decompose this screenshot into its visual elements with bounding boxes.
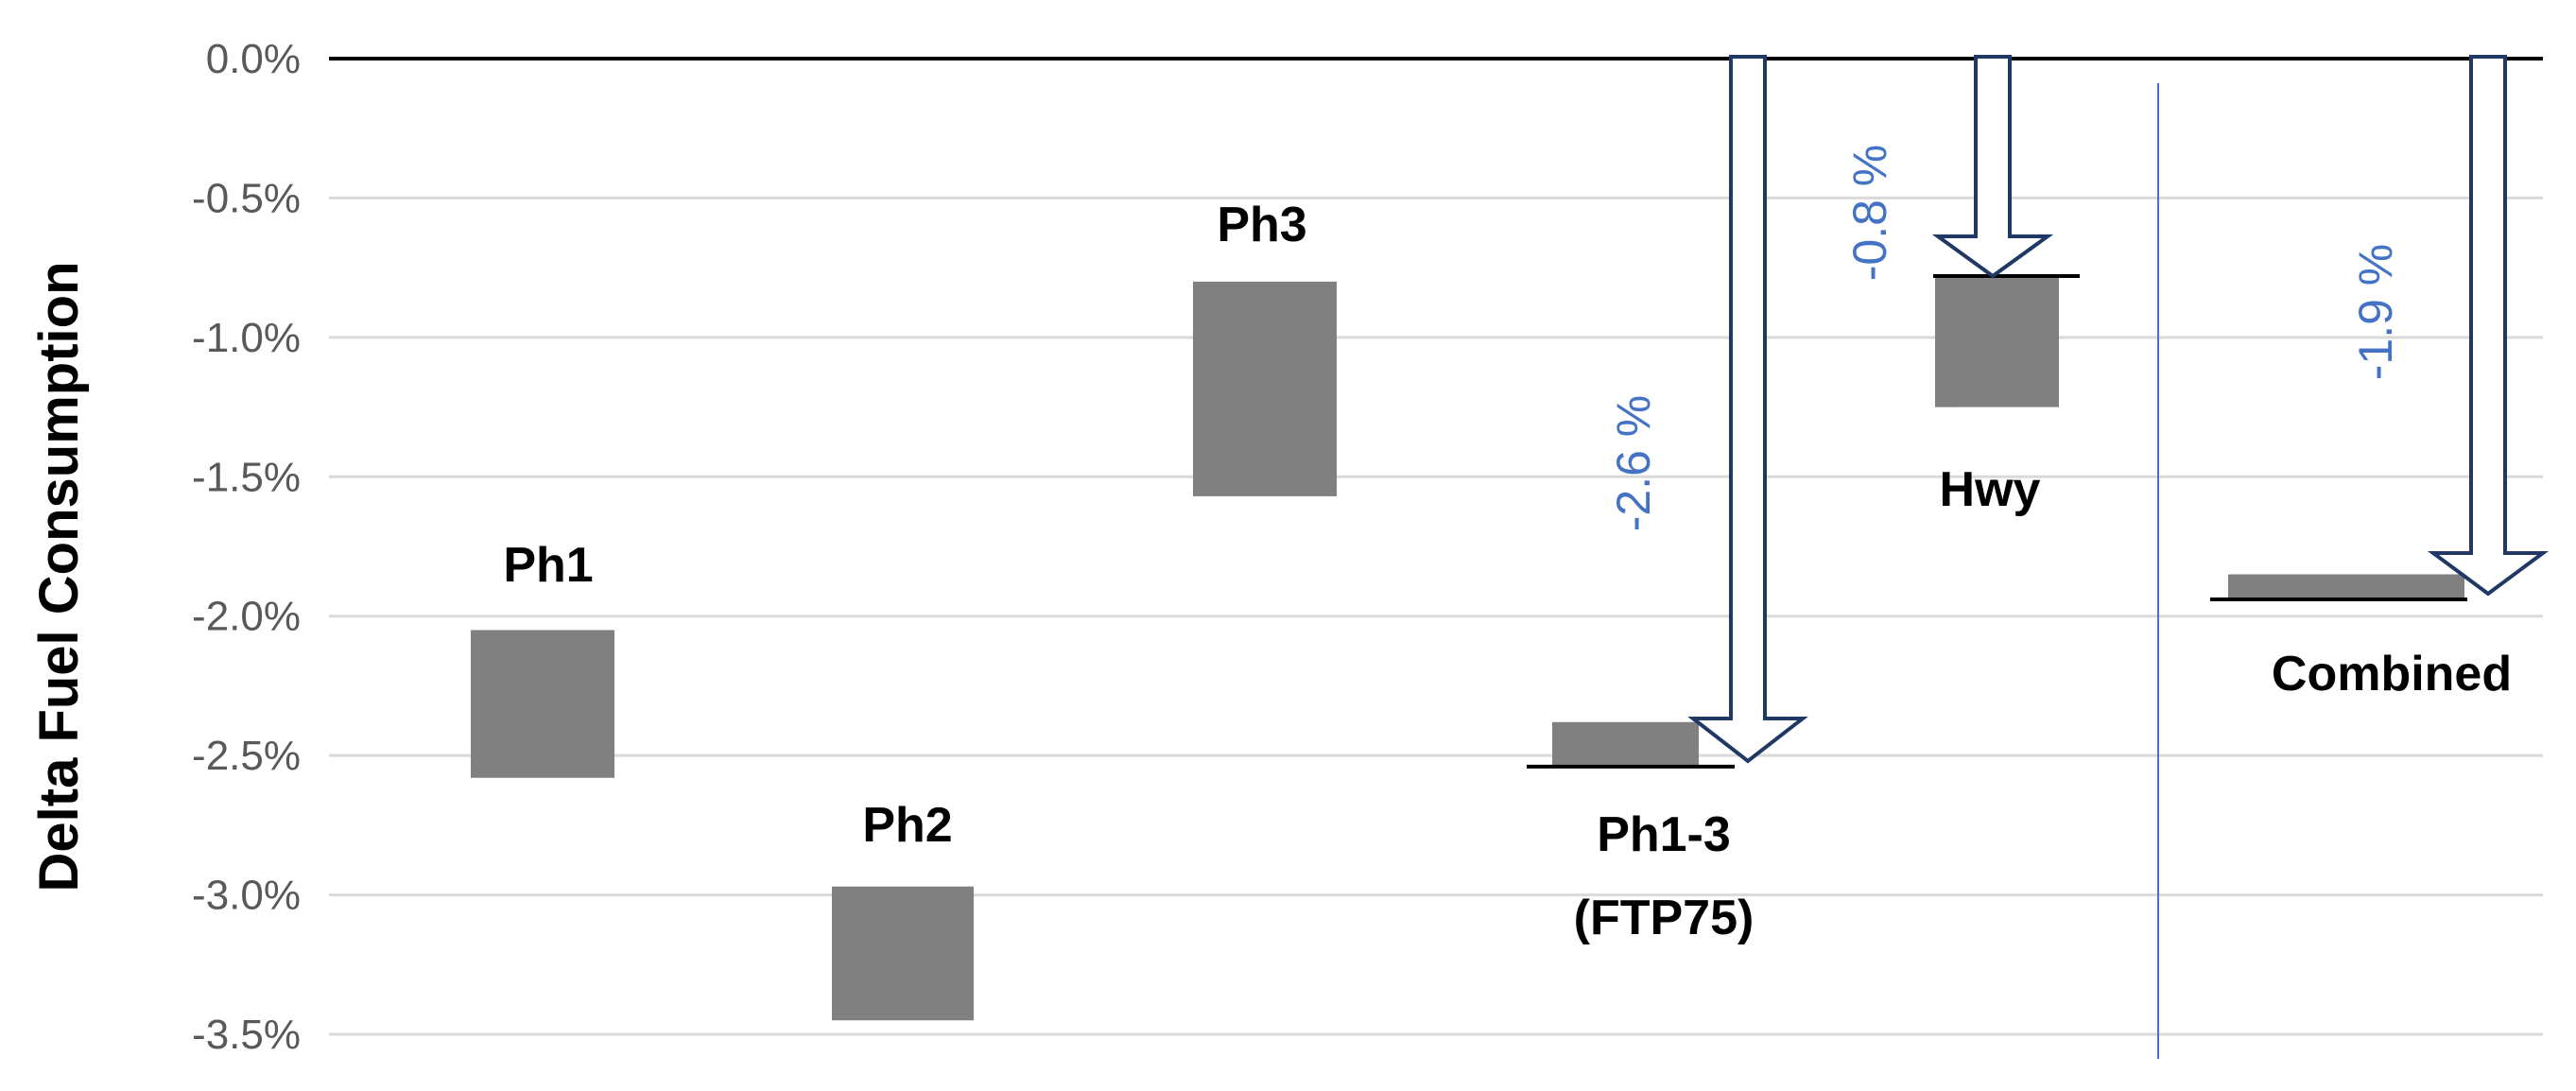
y-axis-label: Delta Fuel Consumption bbox=[28, 262, 90, 892]
y-tick-label: 0.0% bbox=[206, 36, 301, 82]
y-tick-label: -1.5% bbox=[192, 454, 301, 500]
bar bbox=[1552, 721, 1699, 767]
category-label: Ph2 bbox=[862, 798, 952, 853]
annotations: -2.6 % -0.8 % -1.9 % bbox=[1607, 145, 2402, 532]
category-label: Ph3 bbox=[1217, 198, 1306, 252]
y-tick-label: -2.0% bbox=[192, 594, 301, 640]
down-arrow bbox=[1931, 55, 2054, 279]
bar bbox=[832, 886, 974, 1021]
y-tick-label: -3.5% bbox=[192, 1012, 301, 1058]
y-tick-label: -0.5% bbox=[192, 175, 301, 221]
category-label: (FTP75) bbox=[1574, 891, 1755, 945]
category-label: Combined bbox=[2272, 647, 2512, 701]
category-label: Ph1-3 bbox=[1597, 807, 1731, 862]
bar bbox=[1193, 281, 1337, 496]
annotation-label: -0.8 % bbox=[1843, 145, 1896, 282]
bar bbox=[471, 630, 614, 778]
bar bbox=[2228, 574, 2464, 600]
y-tick-label: -3.0% bbox=[192, 873, 301, 919]
bars bbox=[471, 275, 2464, 1021]
category-label: Hwy bbox=[1940, 462, 2041, 517]
annotation-label: -1.9 % bbox=[2349, 244, 2402, 381]
down-arrow bbox=[2427, 55, 2550, 597]
category-label: Ph1 bbox=[503, 538, 593, 593]
y-tick-label: -1.0% bbox=[192, 315, 301, 361]
arrows bbox=[1687, 55, 2550, 764]
annotation-label: -2.6 % bbox=[1607, 395, 1660, 532]
y-axis-ticks: 0.0% -0.5% -1.0% -1.5% -2.0% -2.5% -3.0% -3.5% bbox=[192, 36, 301, 1058]
category-labels: Ph1 Ph2 Ph3 Ph1-3 (FTP75) Hwy Combined bbox=[503, 198, 2512, 945]
y-tick-label: -2.5% bbox=[192, 733, 301, 779]
bar bbox=[1935, 384, 1959, 407]
level-lines bbox=[1527, 273, 2467, 769]
gridlines bbox=[329, 57, 2543, 1036]
down-arrow bbox=[1687, 55, 1808, 764]
